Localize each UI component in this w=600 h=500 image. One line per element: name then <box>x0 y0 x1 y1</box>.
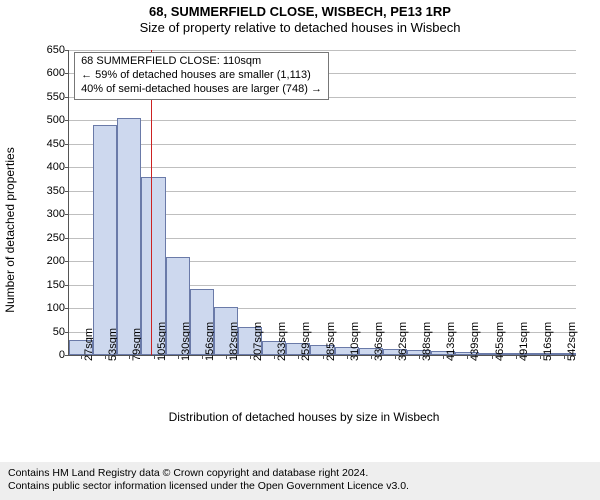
y-tick-label: 550 <box>47 91 69 103</box>
histogram-bar <box>93 125 117 355</box>
x-tick <box>395 355 396 359</box>
y-axis-label: Number of detached properties <box>3 147 17 312</box>
x-tick <box>81 355 82 359</box>
x-tick-label: 465sqm <box>494 322 506 361</box>
info-box-line: 40% of semi-detached houses are larger (… <box>81 83 322 97</box>
y-tick-label: 50 <box>53 326 69 338</box>
chart-title-block: 68, SUMMERFIELD CLOSE, WISBECH, PE13 1RP… <box>0 0 600 35</box>
y-tick-label: 350 <box>47 185 69 197</box>
y-tick-label: 300 <box>47 208 69 220</box>
x-tick-label: 233sqm <box>276 322 288 361</box>
gridline-h <box>69 144 576 145</box>
info-box-line: ← 59% of detached houses are smaller (1,… <box>81 69 322 83</box>
y-tick-label: 650 <box>47 44 69 56</box>
y-tick-label: 0 <box>59 349 69 361</box>
y-tick-label: 150 <box>47 279 69 291</box>
x-tick-label: 362sqm <box>397 322 409 361</box>
x-tick <box>564 355 565 359</box>
footer-line-1: Contains HM Land Registry data © Crown c… <box>8 467 592 481</box>
x-tick <box>250 355 251 359</box>
y-tick-label: 200 <box>47 255 69 267</box>
x-tick-label: 413sqm <box>445 322 457 361</box>
x-tick-label: 285sqm <box>325 322 337 361</box>
plot-area: 0501001502002503003504004505005506006502… <box>68 50 576 356</box>
x-tick <box>154 355 155 359</box>
x-tick <box>516 355 517 359</box>
x-tick <box>371 355 372 359</box>
histogram-bar <box>117 118 141 355</box>
x-tick-label: 491sqm <box>518 322 530 361</box>
title-line-1: 68, SUMMERFIELD CLOSE, WISBECH, PE13 1RP <box>0 4 600 19</box>
y-tick-label: 450 <box>47 138 69 150</box>
x-tick <box>202 355 203 359</box>
x-tick <box>347 355 348 359</box>
x-tick <box>492 355 493 359</box>
y-tick-label: 600 <box>47 67 69 79</box>
gridline-h <box>69 167 576 168</box>
y-tick-label: 400 <box>47 161 69 173</box>
x-tick-label: 310sqm <box>349 322 361 361</box>
x-axis-label: Distribution of detached houses by size … <box>28 410 580 424</box>
info-box: 68 SUMMERFIELD CLOSE: 110sqm← 59% of det… <box>74 52 329 100</box>
y-tick-label: 250 <box>47 232 69 244</box>
x-tick-label: 259sqm <box>300 322 312 361</box>
footer-line-2: Contains public sector information licen… <box>8 480 592 494</box>
x-tick <box>419 355 420 359</box>
x-tick <box>178 355 179 359</box>
y-tick-label: 100 <box>47 302 69 314</box>
y-tick-label: 500 <box>47 114 69 126</box>
gridline-h <box>69 50 576 51</box>
x-tick-label: 439sqm <box>469 322 481 361</box>
x-tick-label: 516sqm <box>542 322 554 361</box>
x-tick <box>226 355 227 359</box>
info-box-line: 68 SUMMERFIELD CLOSE: 110sqm <box>81 55 322 69</box>
chart-container: Number of detached properties 0501001502… <box>28 44 580 416</box>
x-tick-label: 388sqm <box>421 322 433 361</box>
title-line-2: Size of property relative to detached ho… <box>0 20 600 35</box>
x-tick <box>540 355 541 359</box>
x-tick <box>323 355 324 359</box>
gridline-h <box>69 120 576 121</box>
footer-attribution: Contains HM Land Registry data © Crown c… <box>0 462 600 500</box>
x-tick-label: 336sqm <box>373 322 385 361</box>
x-tick-label: 542sqm <box>566 322 578 361</box>
